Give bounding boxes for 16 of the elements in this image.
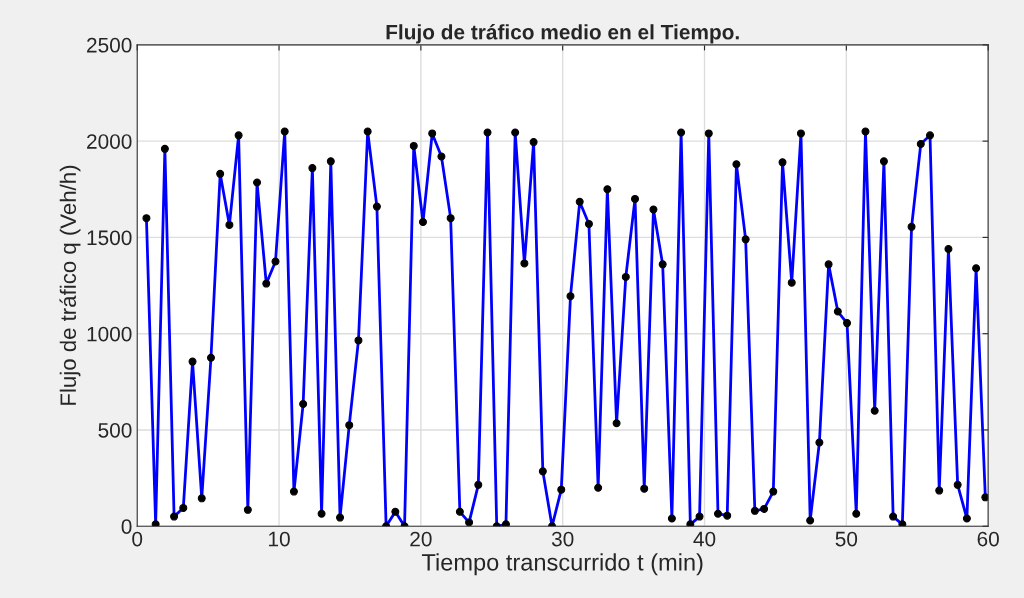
y-tick-label: 1500: [87, 230, 132, 246]
x-tick-label: 20: [410, 531, 432, 547]
x-tick-label: 60: [977, 531, 999, 547]
x-tick-label: 50: [835, 531, 858, 547]
x-tick-label: 40: [693, 531, 716, 547]
y-tick-label: 2500: [87, 37, 132, 53]
x-tick-label: 0: [132, 531, 143, 547]
x-tick-label: 10: [269, 531, 290, 547]
x-tick-label: 30: [551, 531, 574, 547]
chart-title: Flujo de tráfico medio en el Tiempo.: [386, 24, 739, 44]
y-tick-label: 2000: [87, 134, 132, 149]
y-axis-title: Flujo de tráfico q (Veh/h): [59, 165, 81, 405]
y-tick-label: 0: [121, 519, 132, 534]
y-tick-label: 1000: [87, 326, 132, 342]
x-axis-title: Tiempo transcurrido t (min): [421, 553, 703, 576]
y-tick-label: 500: [98, 422, 132, 438]
